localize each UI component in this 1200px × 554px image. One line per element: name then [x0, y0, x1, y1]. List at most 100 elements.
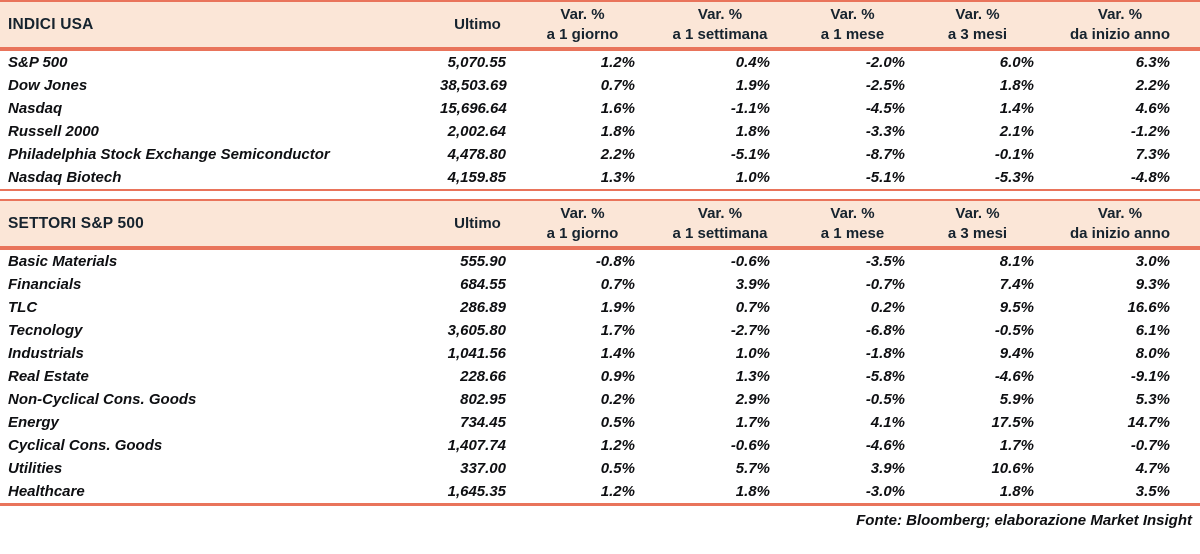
row-value: 5.3% — [1135, 391, 1170, 408]
var-label: Var. % — [830, 5, 875, 23]
row-value: 1.2% — [515, 480, 650, 506]
row-label: Russell 2000 — [8, 123, 99, 140]
row-value: 2.2% — [1135, 77, 1170, 94]
row-value: -6.8% — [865, 322, 905, 339]
row-value: 2,002.64 — [447, 123, 506, 140]
row-value: -4.6% — [865, 437, 905, 454]
row-value: -0.5% — [994, 322, 1034, 339]
row-value: 1.9% — [600, 299, 635, 316]
row-label: Nasdaq Biotech — [0, 166, 440, 191]
table-row: Energy 734.45 0.5% 1.7% 4.1% 17.5% 14.7% — [0, 411, 1200, 434]
row-value: 5.7% — [735, 460, 770, 477]
row-value: -5.8% — [865, 368, 905, 385]
row-label: Healthcare — [0, 480, 440, 506]
row-value: 555.90 — [460, 253, 506, 270]
row-value: -0.6% — [730, 253, 770, 270]
row-value: 1.8% — [650, 480, 790, 506]
column-header-var-1-mese: Var. % a 1 mese — [790, 0, 915, 48]
column-header-var-1-mese: Var. % a 1 mese — [790, 199, 915, 247]
row-label: Dow Jones — [8, 77, 88, 94]
period-label: a 1 settimana — [672, 25, 768, 43]
row-value: -0.7% — [865, 276, 905, 293]
column-header-var-1-giorno: Var. % a 1 giorno — [515, 199, 650, 247]
row-value: -0.6% — [730, 437, 770, 454]
table-row: Real Estate 228.66 0.9% 1.3% -5.8% -4.6% -9.1% — [0, 365, 1200, 388]
row-value: 1,645.35 — [440, 480, 515, 506]
column-header-var-1-settimana: Var. % a 1 settimana — [650, 199, 790, 247]
row-value: 3.9% — [870, 460, 905, 477]
header-divider — [0, 47, 1200, 51]
row-value: 3,605.80 — [447, 322, 506, 339]
column-header-var-1-giorno: Var. % a 1 giorno — [515, 0, 650, 48]
row-value: 3.5% — [1040, 480, 1200, 506]
row-value: 802.95 — [460, 391, 506, 408]
table-row: Basic Materials 555.90 -0.8% -0.6% -3.5% 8.1%… — [0, 249, 1200, 273]
table-row: Tecnology 3,605.80 1.7% -2.7% -6.8% -0.5% 6.1% — [0, 319, 1200, 342]
row-label: Real Estate — [8, 368, 89, 385]
table-title-indici-usa: INDICI USA — [0, 0, 440, 48]
row-value: 1.8% — [735, 123, 770, 140]
row-value: -0.1% — [994, 146, 1034, 163]
row-value: 1.7% — [999, 437, 1034, 454]
period-label: a 1 giorno — [546, 224, 619, 242]
row-value: 0.4% — [735, 54, 770, 71]
column-header-var-inizio-anno: Var. % da inizio anno — [1040, 199, 1200, 247]
row-value: -3.0% — [790, 480, 915, 506]
row-value: -0.8% — [595, 253, 635, 270]
row-value: -3.3% — [865, 123, 905, 140]
row-value: 2.2% — [600, 146, 635, 163]
row-value: 8.1% — [999, 253, 1034, 270]
row-value: 0.2% — [600, 391, 635, 408]
row-value: 1.2% — [600, 437, 635, 454]
settori-sp500-header-row: SETTORI S&P 500 Ultimo Var. % a 1 giorno… — [0, 199, 1200, 247]
row-value: 3.9% — [735, 276, 770, 293]
row-value: -4.5% — [865, 100, 905, 117]
column-header-var-inizio-anno: Var. % da inizio anno — [1040, 0, 1200, 48]
indici-usa-header-row: INDICI USA Ultimo Var. % a 1 giorno Var.… — [0, 0, 1200, 48]
settori-sp500-table: SETTORI S&P 500 Ultimo Var. % a 1 giorno… — [0, 199, 1200, 506]
row-value: 2.1% — [999, 123, 1034, 140]
period-label: da inizio anno — [1070, 224, 1170, 242]
row-value: 1.7% — [600, 322, 635, 339]
row-label: Energy — [8, 414, 59, 431]
table-row: S&P 500 5,070.55 1.2% 0.4% -2.0% 6.0% 6.3% — [0, 50, 1200, 74]
row-value: 5,070.55 — [447, 54, 506, 71]
table-row: Financials 684.55 0.7% 3.9% -0.7% 7.4% 9.3% — [0, 273, 1200, 296]
row-value: 1.8% — [999, 77, 1034, 94]
row-value: -1.2% — [1130, 123, 1170, 140]
row-value: 1.7% — [735, 414, 770, 431]
row-label: Nasdaq — [8, 100, 63, 117]
table-row: Dow Jones 38,503.69 0.7% 1.9% -2.5% 1.8% 2.2% — [0, 74, 1200, 97]
row-value: 734.45 — [460, 414, 506, 431]
row-value: 1.3% — [735, 368, 770, 385]
row-value: -4.8% — [1040, 166, 1200, 191]
row-value: 6.1% — [1135, 322, 1170, 339]
period-label: a 3 mesi — [947, 224, 1008, 242]
row-value: 1.3% — [515, 166, 650, 191]
row-value: 0.7% — [735, 299, 770, 316]
column-header-var-1-settimana: Var. % a 1 settimana — [650, 0, 790, 48]
var-label: Var. % — [697, 5, 743, 23]
header-divider-line — [0, 246, 1200, 250]
table-row: Healthcare 1,645.35 1.2% 1.8% -3.0% 1.8% 3.5% — [0, 480, 1200, 506]
row-value: -5.3% — [915, 166, 1040, 191]
row-value: 8.0% — [1135, 345, 1170, 362]
row-value: -5.1% — [790, 166, 915, 191]
row-value: 228.66 — [460, 368, 506, 385]
row-value: -5.1% — [730, 146, 770, 163]
row-value: 1.8% — [915, 480, 1040, 506]
row-label: Utilities — [8, 460, 63, 477]
column-header-var-3-mesi: Var. % a 3 mesi — [915, 199, 1040, 247]
row-value: 0.5% — [600, 460, 635, 477]
row-value: 4.6% — [1135, 100, 1170, 117]
header-divider-line — [0, 47, 1200, 51]
row-label: Basic Materials — [8, 253, 118, 270]
row-value: 1.0% — [735, 345, 770, 362]
period-label: a 1 mese — [820, 25, 885, 43]
row-value: 38,503.69 — [440, 77, 507, 94]
row-value: 7.3% — [1135, 146, 1170, 163]
table-row: Nasdaq 15,696.64 1.6% -1.1% -4.5% 1.4% 4.6% — [0, 97, 1200, 120]
table-row: Russell 2000 2,002.64 1.8% 1.8% -3.3% 2.1% -1.… — [0, 120, 1200, 143]
table-title-settori-sp500: SETTORI S&P 500 — [0, 199, 440, 247]
row-value: 1.9% — [735, 77, 770, 94]
